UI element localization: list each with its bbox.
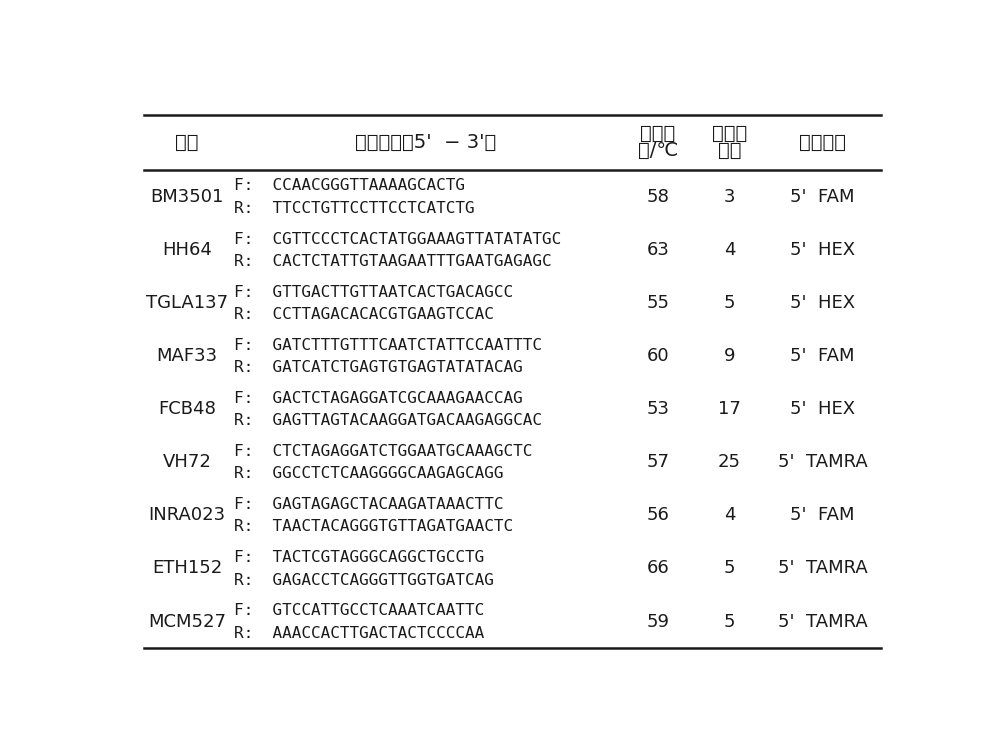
Text: INRA023: INRA023: [148, 506, 226, 525]
Text: F:  CTCTAGAGGATCTGGAATGCAAAGCTC: F: CTCTAGAGGATCTGGAATGCAAAGCTC: [234, 444, 532, 459]
Text: 5: 5: [724, 613, 735, 631]
Text: 56: 56: [646, 506, 669, 525]
Text: ETH152: ETH152: [152, 559, 222, 577]
Text: 25: 25: [718, 453, 741, 471]
Text: 59: 59: [646, 613, 669, 631]
Text: R:  TTCCTGTTCCTTCCTCATCTG: R: TTCCTGTTCCTTCCTCATCTG: [234, 201, 474, 216]
Text: F:  CGTTCCCTCACTATGGAAAGTTATATATGC: F: CGTTCCCTCACTATGGAAAGTTATATATGC: [234, 231, 561, 247]
Text: R:  CCTTAGACACACGTGAAGTCCAC: R: CCTTAGACACACGTGAAGTCCAC: [234, 307, 493, 322]
Text: 5: 5: [724, 293, 735, 312]
Text: 3: 3: [724, 187, 735, 205]
Text: 5'  HEX: 5' HEX: [790, 293, 855, 312]
Text: 9: 9: [724, 347, 735, 365]
Text: 所在染: 所在染: [712, 124, 747, 143]
Text: R:  GAGTTAGTACAAGGATGACAAGAGGCAC: R: GAGTTAGTACAAGGATGACAAGAGGCAC: [234, 413, 542, 428]
Text: VH72: VH72: [163, 453, 211, 471]
Text: 5: 5: [724, 559, 735, 577]
Text: 58: 58: [646, 187, 669, 205]
Text: R:  CACTCTATTGTAAGAATTTGAATGAGAGC: R: CACTCTATTGTAAGAATTTGAATGAGAGC: [234, 254, 551, 269]
Text: 5'  HEX: 5' HEX: [790, 400, 855, 418]
Text: MCM527: MCM527: [148, 613, 226, 631]
Text: 55: 55: [646, 293, 669, 312]
Text: 5'  HEX: 5' HEX: [790, 241, 855, 259]
Text: F:  GTTGACTTGTTAATCACTGACAGCC: F: GTTGACTTGTTAATCACTGACAGCC: [234, 285, 513, 299]
Text: 度/℃: 度/℃: [638, 142, 678, 160]
Text: 5'  FAM: 5' FAM: [790, 506, 855, 525]
Text: R:  GAGACCTCAGGGTTGGTGATCAG: R: GAGACCTCAGGGTTGGTGATCAG: [234, 573, 493, 588]
Text: 4: 4: [724, 241, 735, 259]
Text: F:  TACTCGTAGGGCAGGCTGCCTG: F: TACTCGTAGGGCAGGCTGCCTG: [234, 551, 484, 565]
Text: F:  GTCCATTGCCTCAAATCAATTC: F: GTCCATTGCCTCAAATCAATTC: [234, 603, 484, 619]
Text: 5'  FAM: 5' FAM: [790, 187, 855, 205]
Text: F:  GATCTTTGTTTCAATCTATTCCAATTTC: F: GATCTTTGTTTCAATCTATTCCAATTTC: [234, 338, 542, 353]
Text: 色体: 色体: [718, 142, 741, 160]
Text: 66: 66: [646, 559, 669, 577]
Text: 5'  FAM: 5' FAM: [790, 347, 855, 365]
Text: 63: 63: [646, 241, 669, 259]
Text: FCB48: FCB48: [158, 400, 216, 418]
Text: 5'  TAMRA: 5' TAMRA: [778, 613, 867, 631]
Text: 位点: 位点: [175, 133, 199, 152]
Text: R:  TAACTACAGGGTGTTAGATGAACTC: R: TAACTACAGGGTGTTAGATGAACTC: [234, 519, 513, 534]
Text: R:  GATCATCTGAGTGTGAGTATATACAG: R: GATCATCTGAGTGTGAGTATATACAG: [234, 360, 522, 375]
Text: 17: 17: [718, 400, 741, 418]
Text: HH64: HH64: [162, 241, 212, 259]
Text: 4: 4: [724, 506, 735, 525]
Text: 53: 53: [646, 400, 669, 418]
Text: 5'  TAMRA: 5' TAMRA: [778, 559, 867, 577]
Text: 5'  TAMRA: 5' TAMRA: [778, 453, 867, 471]
Text: TGLA137: TGLA137: [146, 293, 228, 312]
Text: F:  CCAACGGGTTAAAAGCACTG: F: CCAACGGGTTAAAAGCACTG: [234, 179, 464, 193]
Text: 荧光标记: 荧光标记: [799, 133, 846, 152]
Text: 57: 57: [646, 453, 669, 471]
Text: R:  AAACCACTTGACTACTCCCCAA: R: AAACCACTTGACTACTCCCCAA: [234, 625, 484, 641]
Text: 退火温: 退火温: [640, 124, 675, 143]
Text: 引物序列（5'  − 3'）: 引物序列（5' − 3'）: [355, 133, 496, 152]
Text: MAF33: MAF33: [156, 347, 218, 365]
Text: BM3501: BM3501: [150, 187, 224, 205]
Text: F:  GACTCTAGAGGATCGCAAAGAACCAG: F: GACTCTAGAGGATCGCAAAGAACCAG: [234, 391, 522, 406]
Text: F:  GAGTAGAGCTACAAGATAAACTTC: F: GAGTAGAGCTACAAGATAAACTTC: [234, 497, 503, 512]
Text: R:  GGCCTCTCAAGGGGCAAGAGCAGG: R: GGCCTCTCAAGGGGCAAGAGCAGG: [234, 466, 503, 482]
Text: 60: 60: [646, 347, 669, 365]
